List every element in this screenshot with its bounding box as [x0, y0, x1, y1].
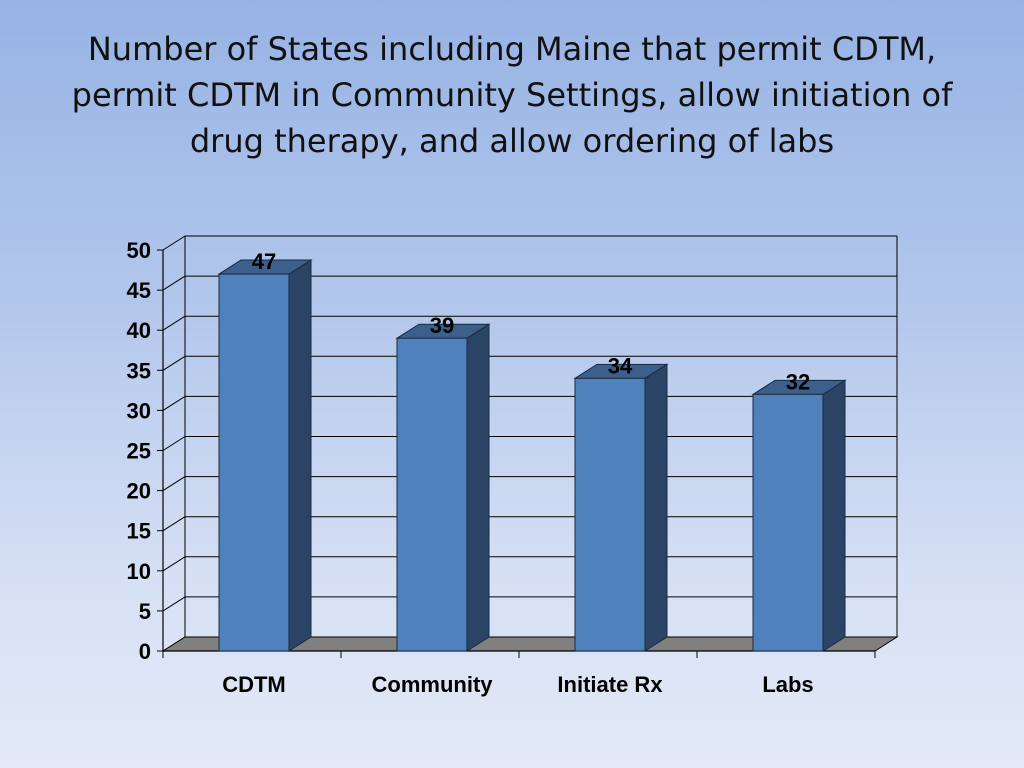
bars	[217, 259, 847, 652]
data-label: 47	[252, 249, 276, 274]
y-tick-label: 10	[127, 559, 151, 584]
bar-side	[644, 363, 668, 652]
bar-side	[288, 259, 312, 652]
gridline-side	[162, 436, 186, 451]
bar-front	[752, 393, 824, 652]
bar-front	[574, 377, 646, 652]
gridline-side	[162, 476, 186, 492]
y-tick-label: 30	[127, 398, 151, 423]
bar-community	[395, 323, 491, 652]
bar-side	[466, 323, 490, 652]
y-tick-label: 50	[127, 238, 151, 263]
y-tick-label: 0	[139, 639, 151, 664]
y-tick-label: 35	[127, 358, 151, 383]
y-tick-label: 45	[127, 278, 151, 303]
gridline-side	[162, 596, 186, 612]
x-category-label: Labs	[762, 672, 813, 697]
chart-title: Number of States including Maine that pe…	[71, 30, 953, 160]
y-tick-label: 25	[127, 439, 151, 464]
data-label: 34	[608, 353, 633, 378]
bar-side	[822, 379, 846, 652]
x-category-label: Initiate Rx	[557, 672, 663, 697]
bar-front	[396, 337, 468, 652]
gridline-side	[162, 355, 186, 371]
gridline-side	[162, 315, 186, 331]
y-tick-label: 15	[127, 519, 151, 544]
y-tick-label: 5	[139, 599, 151, 624]
gridline-side	[162, 275, 186, 291]
bar-front	[218, 273, 290, 652]
x-category-label: Community	[372, 672, 494, 697]
gridline-side	[162, 235, 186, 251]
gridline-side	[162, 516, 186, 532]
bar-initiate-rx	[573, 363, 669, 652]
data-label: 39	[430, 313, 454, 338]
x-category-label: CDTM	[222, 672, 286, 697]
y-tick-label: 20	[127, 479, 151, 504]
y-tick-label: 40	[127, 318, 151, 343]
gridline-side	[162, 556, 186, 572]
labels: 0 5 10 15 20 25 30 35 40 45 50 47 CDTM 39 Community 34 I…	[127, 238, 814, 697]
bar-labs	[751, 379, 847, 652]
data-label: 32	[786, 369, 810, 394]
gridline-side	[162, 395, 186, 411]
bar-cdtm	[217, 259, 313, 652]
